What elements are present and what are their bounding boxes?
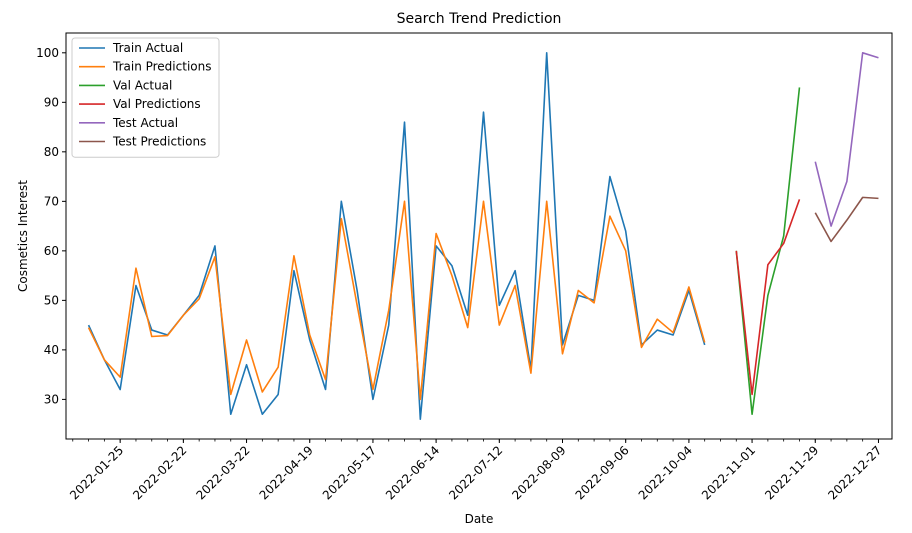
legend-label-2: Val Actual	[113, 78, 172, 92]
y-axis-label: Cosmetics Interest	[16, 180, 30, 292]
legend-label-3: Val Predictions	[113, 97, 201, 111]
series-line-4	[814, 52, 879, 227]
x-axis-label: Date	[465, 512, 494, 526]
legend-label-4: Test Actual	[112, 116, 178, 130]
y-tick-label: 100	[36, 46, 59, 60]
series-line-3	[735, 199, 801, 396]
series-line-2	[735, 87, 801, 416]
legend-box	[71, 37, 220, 158]
plot-area	[65, 32, 893, 440]
legend-label-5: Test Predictions	[112, 135, 206, 149]
legend: Train Actual Train Predictions Val Actual V…	[71, 37, 220, 158]
y-tick-label: 90	[44, 95, 59, 109]
legend-label-0: Train Actual	[112, 41, 183, 55]
y-tick-label: 70	[44, 194, 59, 208]
series-line-1	[87, 200, 706, 401]
legend-label-1: Train Predictions	[112, 60, 211, 74]
series-line-0	[87, 52, 706, 420]
y-tick-label: 80	[44, 145, 59, 159]
series-line-5	[814, 196, 879, 243]
y-tick-label: 40	[44, 343, 59, 357]
y-tick-label: 50	[44, 293, 59, 307]
chart-title: Search Trend Prediction	[397, 11, 562, 27]
y-tick-label: 30	[44, 392, 59, 406]
y-tick-label: 60	[44, 244, 59, 258]
